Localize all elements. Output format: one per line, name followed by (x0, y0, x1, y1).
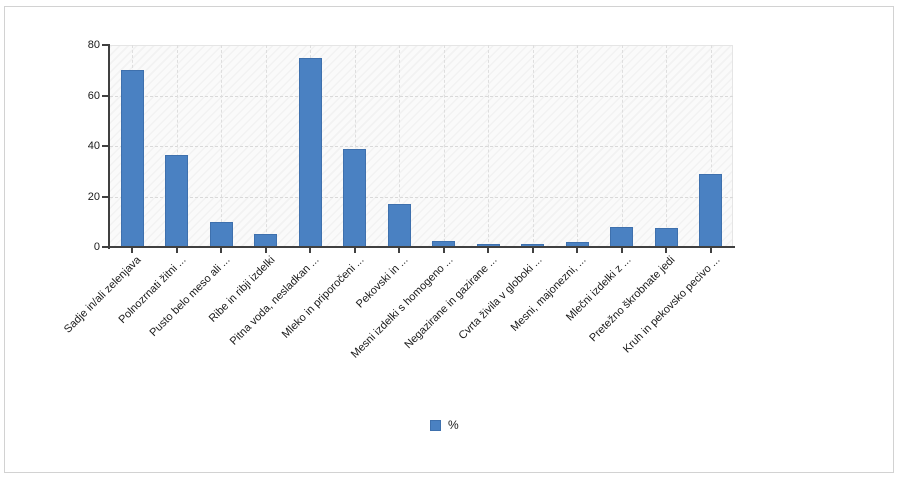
bar-2[interactable] (165, 154, 189, 247)
x-tick-mark (353, 248, 356, 253)
bar-13[interactable] (654, 228, 678, 247)
bar-9[interactable] (476, 244, 500, 247)
bar-10[interactable] (521, 244, 545, 247)
x-tick-mark (531, 248, 534, 253)
x-tick-mark (576, 248, 579, 253)
gridline-horizontal (110, 95, 733, 97)
x-tick-mark (309, 248, 312, 253)
bar-6[interactable] (343, 148, 367, 247)
x-tick-mark (709, 248, 712, 253)
y-tick-mark (102, 195, 108, 198)
x-tick-mark (175, 248, 178, 253)
x-tick-mark (665, 248, 668, 253)
gridline-vertical (221, 45, 223, 247)
legend-item[interactable]: % (430, 418, 459, 432)
x-tick-mark (487, 248, 490, 253)
gridline-horizontal (110, 196, 733, 198)
x-tick-mark (398, 248, 401, 253)
bar-14[interactable] (699, 173, 723, 247)
gridline-vertical (443, 45, 445, 247)
gridline-vertical (577, 45, 579, 247)
gridline-vertical (666, 45, 668, 247)
gridline-vertical (354, 45, 356, 247)
bar-5[interactable] (298, 57, 322, 247)
x-tick-mark (264, 248, 267, 253)
bar-3[interactable] (209, 221, 233, 247)
gridline-vertical (532, 45, 534, 247)
gridline-horizontal (110, 146, 733, 147)
y-tick-mark (102, 246, 108, 248)
gridline-vertical (399, 45, 401, 247)
y-tick-mark (102, 145, 108, 147)
bar-1[interactable] (120, 70, 144, 247)
bar-8[interactable] (432, 240, 456, 247)
bar-4[interactable] (254, 234, 278, 247)
y-axis-label: 60 (87, 89, 100, 102)
legend-label: % (448, 418, 459, 432)
bar-11[interactable] (565, 241, 589, 247)
bar-7[interactable] (387, 204, 411, 247)
y-tick-mark (102, 44, 108, 46)
y-axis (108, 44, 110, 249)
x-axis (108, 246, 735, 248)
y-axis-label: 40 (87, 140, 100, 152)
x-tick-mark (131, 248, 134, 253)
x-tick-mark (442, 248, 445, 253)
y-axis-label: 0 (93, 241, 100, 253)
gridline-vertical (488, 45, 490, 247)
y-axis-label: 80 (87, 39, 100, 51)
gridline-vertical (265, 45, 267, 247)
x-tick-mark (220, 248, 223, 253)
y-axis-label: 20 (87, 190, 100, 203)
y-tick-mark (102, 94, 108, 97)
gridline-vertical (621, 45, 623, 247)
gridline-vertical (710, 45, 712, 247)
x-tick-mark (620, 248, 623, 253)
bar-12[interactable] (610, 226, 634, 247)
gridline-vertical (176, 45, 178, 247)
legend-swatch-icon (430, 419, 441, 431)
